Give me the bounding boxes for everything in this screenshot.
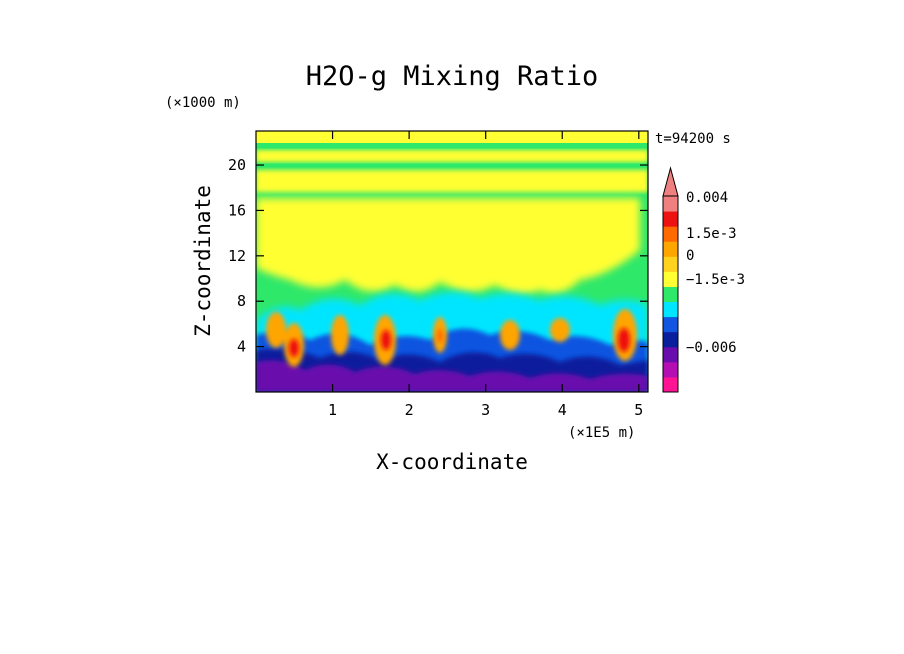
x-tick-label: 4 xyxy=(558,401,567,419)
colorbar-swatch xyxy=(663,361,678,378)
colorbar-swatch xyxy=(663,301,678,318)
colorbar-swatch xyxy=(663,286,678,303)
colorbar-swatch xyxy=(663,211,678,227)
x-tick-label: 5 xyxy=(634,401,643,419)
chart-title: H2O-g Mixing Ratio xyxy=(306,61,599,92)
y-tick-label: 16 xyxy=(228,201,246,219)
colorbar-label: −1.5e-3 xyxy=(686,272,745,288)
x-axis-label: X-coordinate xyxy=(376,450,528,474)
y-tick-label: 12 xyxy=(228,247,246,265)
colorbar-swatch xyxy=(663,256,678,272)
time-label: t=94200 s xyxy=(655,131,731,147)
y-axis-label: Z-coordinate xyxy=(191,185,215,337)
colorbar-label: 1.5e-3 xyxy=(686,226,737,242)
colorbar-extend-arrow xyxy=(662,166,679,197)
colorbar: 0.004 1.5e-3 0 −1.5e-3 −0.006 xyxy=(662,166,745,393)
y-tick-label: 4 xyxy=(237,338,246,356)
x-tick-label: 3 xyxy=(481,401,490,419)
colorbar-frame xyxy=(662,195,679,393)
colorbar-swatch xyxy=(663,271,678,287)
x-tick-label: 1 xyxy=(328,401,337,419)
y-axis: 4 8 12 16 20 xyxy=(228,156,648,356)
x-axis: 1 2 3 4 5 xyxy=(328,131,643,419)
colorbar-swatch xyxy=(663,376,678,393)
y-tick-label: 8 xyxy=(237,292,246,310)
colorbar-label: 0 xyxy=(686,248,694,264)
y-tick-label: 20 xyxy=(228,156,246,174)
x-tick-label: 2 xyxy=(405,401,414,419)
x-unit-label: (×1E5 m) xyxy=(568,425,635,441)
colorbar-swatch xyxy=(663,241,678,257)
colorbar-swatch xyxy=(663,316,678,333)
colorbar-swatch xyxy=(663,226,678,242)
colorbar-label: 0.004 xyxy=(686,190,728,206)
colorbar-swatch xyxy=(663,196,678,212)
y-unit-label: (×1000 m) xyxy=(165,95,241,111)
plot-area xyxy=(256,131,648,392)
colorbar-label: −0.006 xyxy=(686,340,737,356)
colorbar-swatch xyxy=(663,346,678,363)
plot-frame xyxy=(255,130,649,393)
colorbar-swatch xyxy=(663,331,678,348)
